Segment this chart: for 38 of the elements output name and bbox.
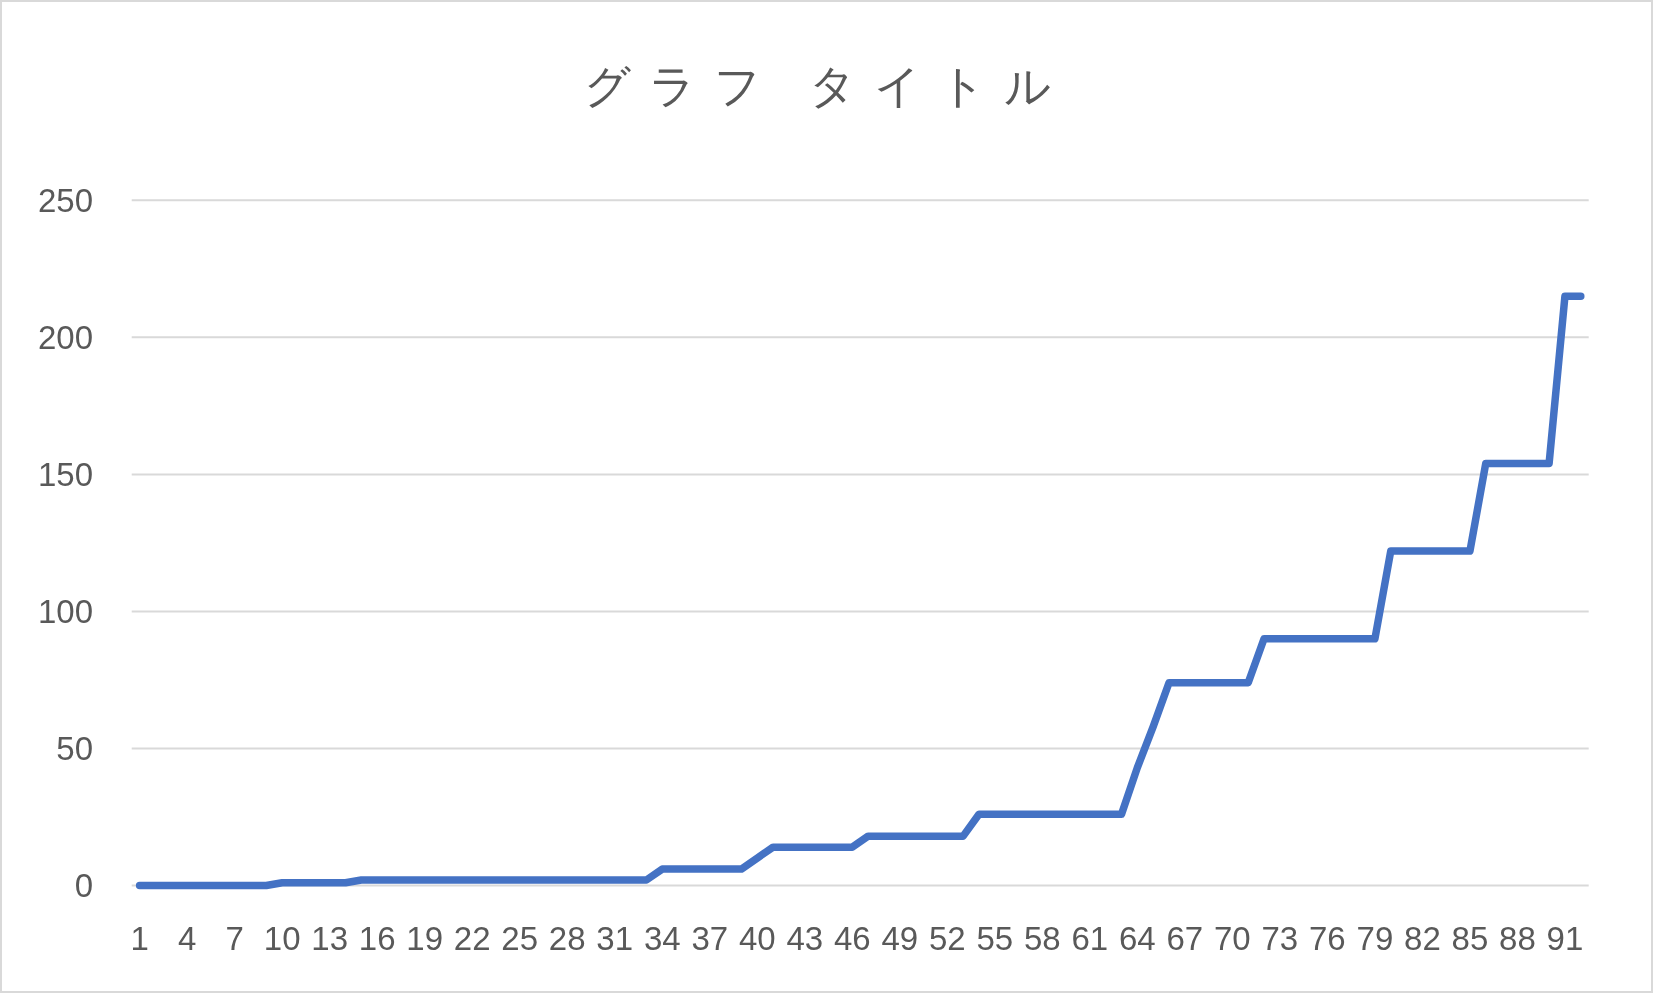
x-tick-label: 37 bbox=[691, 920, 729, 957]
x-tick-label: 88 bbox=[1499, 920, 1536, 957]
chart-title: グラフ タイトル bbox=[583, 60, 1070, 112]
x-tick-label: 64 bbox=[1118, 920, 1156, 957]
y-tick-label: 250 bbox=[37, 181, 93, 219]
x-tick-label: 22 bbox=[453, 920, 491, 957]
x-tick-label: 28 bbox=[548, 920, 586, 957]
x-tick-label: 70 bbox=[1214, 920, 1251, 957]
y-tick-label: 50 bbox=[56, 729, 93, 767]
y-tick-label: 200 bbox=[37, 318, 93, 356]
x-tick-label: 52 bbox=[928, 920, 966, 957]
x-tick-label: 82 bbox=[1404, 920, 1441, 957]
x-tick-label: 34 bbox=[643, 920, 681, 957]
x-tick-label: 13 bbox=[311, 920, 349, 957]
x-tick-label: 61 bbox=[1071, 920, 1109, 957]
x-tick-label: 43 bbox=[786, 920, 824, 957]
x-tick-label: 91 bbox=[1546, 920, 1584, 957]
x-tick-label: 25 bbox=[501, 920, 539, 957]
x-tick-label: 7 bbox=[225, 920, 244, 957]
x-tick-label: 31 bbox=[596, 920, 634, 957]
x-tick-label: 55 bbox=[976, 920, 1014, 957]
x-tick-label: 79 bbox=[1356, 920, 1394, 957]
x-tick-label: 40 bbox=[738, 920, 776, 957]
x-tick-label: 16 bbox=[358, 920, 396, 957]
x-tick-label: 67 bbox=[1166, 920, 1204, 957]
x-tick-label: 1 bbox=[130, 920, 149, 957]
x-tick-label: 19 bbox=[406, 920, 444, 957]
y-tick-label: 100 bbox=[37, 592, 93, 630]
y-tick-label: 0 bbox=[74, 867, 93, 904]
x-tick-label: 46 bbox=[833, 920, 871, 957]
x-tick-label: 73 bbox=[1261, 920, 1299, 957]
x-tick-label: 10 bbox=[263, 920, 301, 957]
x-tick-label: 49 bbox=[881, 920, 919, 957]
y-tick-label: 150 bbox=[37, 455, 93, 493]
x-tick-label: 4 bbox=[177, 920, 197, 957]
x-tick-label: 76 bbox=[1309, 920, 1346, 957]
x-tick-label: 58 bbox=[1023, 920, 1061, 957]
x-tick-label: 85 bbox=[1451, 920, 1489, 957]
